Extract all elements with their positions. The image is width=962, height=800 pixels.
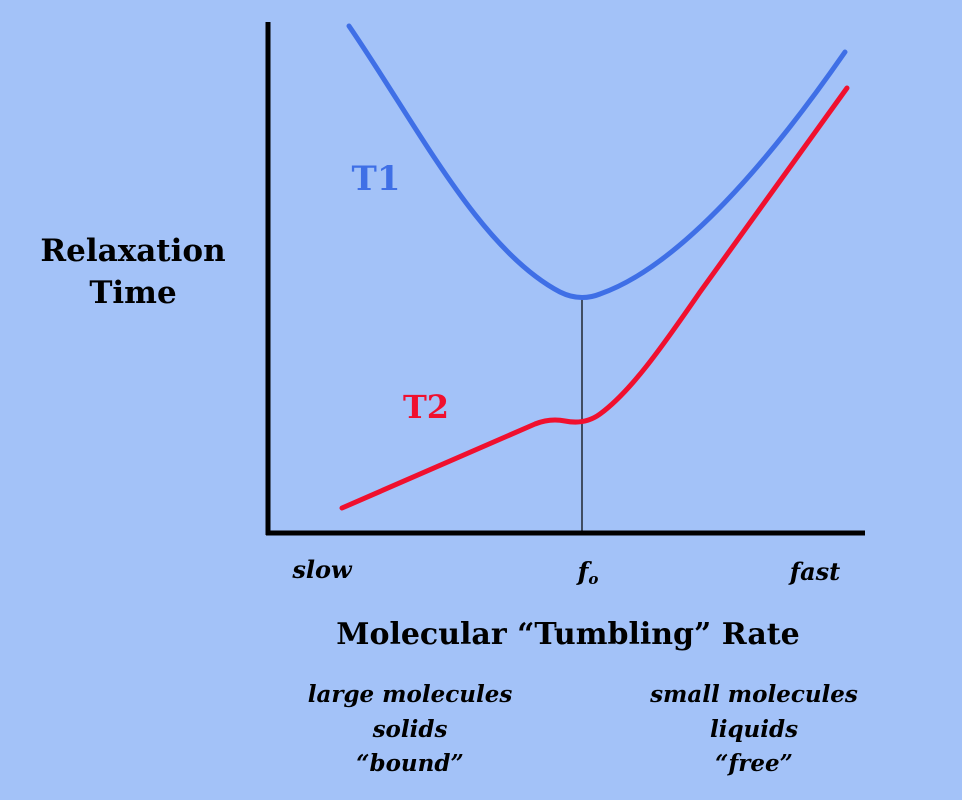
note-left-line1: large molecules (308, 681, 513, 708)
tick-label-f0: fo (576, 557, 599, 588)
y-axis-label-line2: Time (89, 275, 176, 311)
tick-label-fast: fast (788, 557, 840, 586)
note-right-line2: liquids (710, 716, 798, 743)
x-axis-label: Molecular “Tumbling” Rate (336, 617, 800, 652)
t1-curve (346, 23, 848, 300)
note-right-line3: “free” (715, 750, 793, 777)
tick-label-slow: slow (291, 555, 353, 584)
note-left-line2: solids (372, 716, 448, 743)
note-right-line1: small molecules (649, 681, 858, 708)
y-axis-label-line1: Relaxation (40, 233, 225, 269)
tick-label-f0-main: f (576, 557, 593, 586)
t1-label: T1 (352, 159, 401, 199)
tick-label-f0-sub: o (588, 570, 598, 588)
t2-curve (339, 85, 850, 511)
note-left-line3: “bound” (356, 750, 463, 777)
t2-label: T2 (403, 388, 449, 426)
